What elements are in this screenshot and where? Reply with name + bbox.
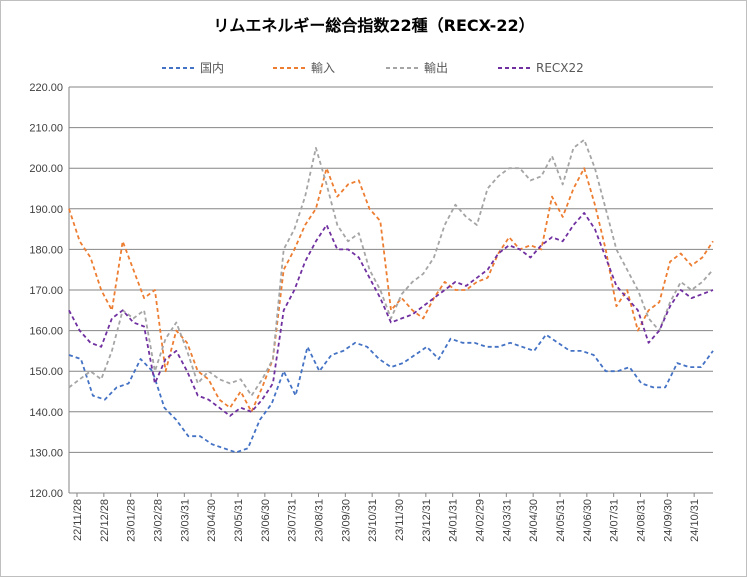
x-tick-label: 22/11/28	[72, 499, 84, 541]
y-tick-label: 120.00	[29, 488, 63, 500]
x-tick-label: 24/03/31	[501, 499, 513, 542]
y-tick-label: 150.00	[29, 366, 63, 378]
series-line-3	[68, 211, 714, 417]
series-line-0	[68, 333, 714, 454]
y-tick-label: 200.00	[29, 163, 63, 175]
x-tick-label: 22/12/28	[99, 499, 111, 542]
y-tick-label: 220.00	[29, 82, 63, 94]
x-tick-label: 24/10/31	[689, 499, 701, 542]
x-tick-label: 23/09/30	[340, 499, 352, 542]
x-tick-label: 23/12/31	[421, 499, 433, 542]
x-tick-label: 23/03/31	[179, 499, 191, 542]
y-tick-label: 170.00	[29, 285, 63, 297]
legend-item-export: 輸出	[386, 60, 448, 75]
x-tick-label: 23/05/31	[233, 499, 245, 542]
x-tick-label: 23/04/30	[206, 499, 218, 542]
x-tick-label: 23/10/31	[367, 499, 379, 542]
y-tick-label: 180.00	[29, 244, 63, 256]
x-tick-label: 23/11/30	[394, 499, 406, 541]
legend-item-import: 輸入	[273, 60, 335, 75]
y-axis-ticks: 120.00 130.00 140.00 150.00 160.00 170.00 180.…	[29, 82, 63, 500]
x-tick-label: 23/06/30	[260, 499, 272, 542]
series-line-2	[68, 138, 714, 397]
x-tick-label: 24/08/31	[636, 499, 648, 542]
x-tick-label: 23/01/28	[126, 499, 138, 542]
chart-title: リムエネルギー総合指数22種（RECX-22）	[213, 16, 534, 35]
gridlines	[68, 86, 713, 494]
legend-item-domestic: 国内	[162, 61, 224, 75]
y-tick-label: 210.00	[29, 123, 63, 135]
x-tick-label: 24/07/31	[609, 499, 621, 542]
legend-label-import: 輸入	[311, 60, 335, 75]
y-tick-label: 160.00	[29, 326, 63, 338]
series-line-1	[68, 167, 714, 413]
y-tick-label: 140.00	[29, 407, 63, 419]
x-tick-label: 23/02/28	[153, 499, 165, 542]
legend-label-domestic: 国内	[200, 61, 224, 75]
y-tick-label: 130.00	[29, 447, 63, 459]
x-tick-label: 24/02/29	[475, 499, 487, 542]
legend: 国内 輸入 輸出 RECX22	[162, 60, 584, 75]
x-tick-label: 24/09/30	[662, 499, 674, 542]
x-tick-label: 24/06/30	[582, 499, 594, 542]
x-tick-label: 24/01/31	[448, 499, 460, 542]
legend-label-export: 輸出	[424, 60, 448, 75]
x-tick-label: 24/05/31	[555, 499, 567, 542]
legend-label-recx22: RECX22	[536, 61, 584, 75]
legend-item-recx22: RECX22	[498, 61, 584, 75]
x-tick-label: 23/08/31	[314, 499, 326, 542]
x-tick-label: 24/04/30	[528, 499, 540, 542]
x-tick-label: 23/07/31	[287, 499, 299, 542]
x-axis-ticks: 22/11/28 22/12/28 23/01/28 23/02/28 23/03/31…	[72, 493, 701, 542]
series-lines	[68, 138, 714, 454]
y-tick-label: 190.00	[29, 204, 63, 216]
